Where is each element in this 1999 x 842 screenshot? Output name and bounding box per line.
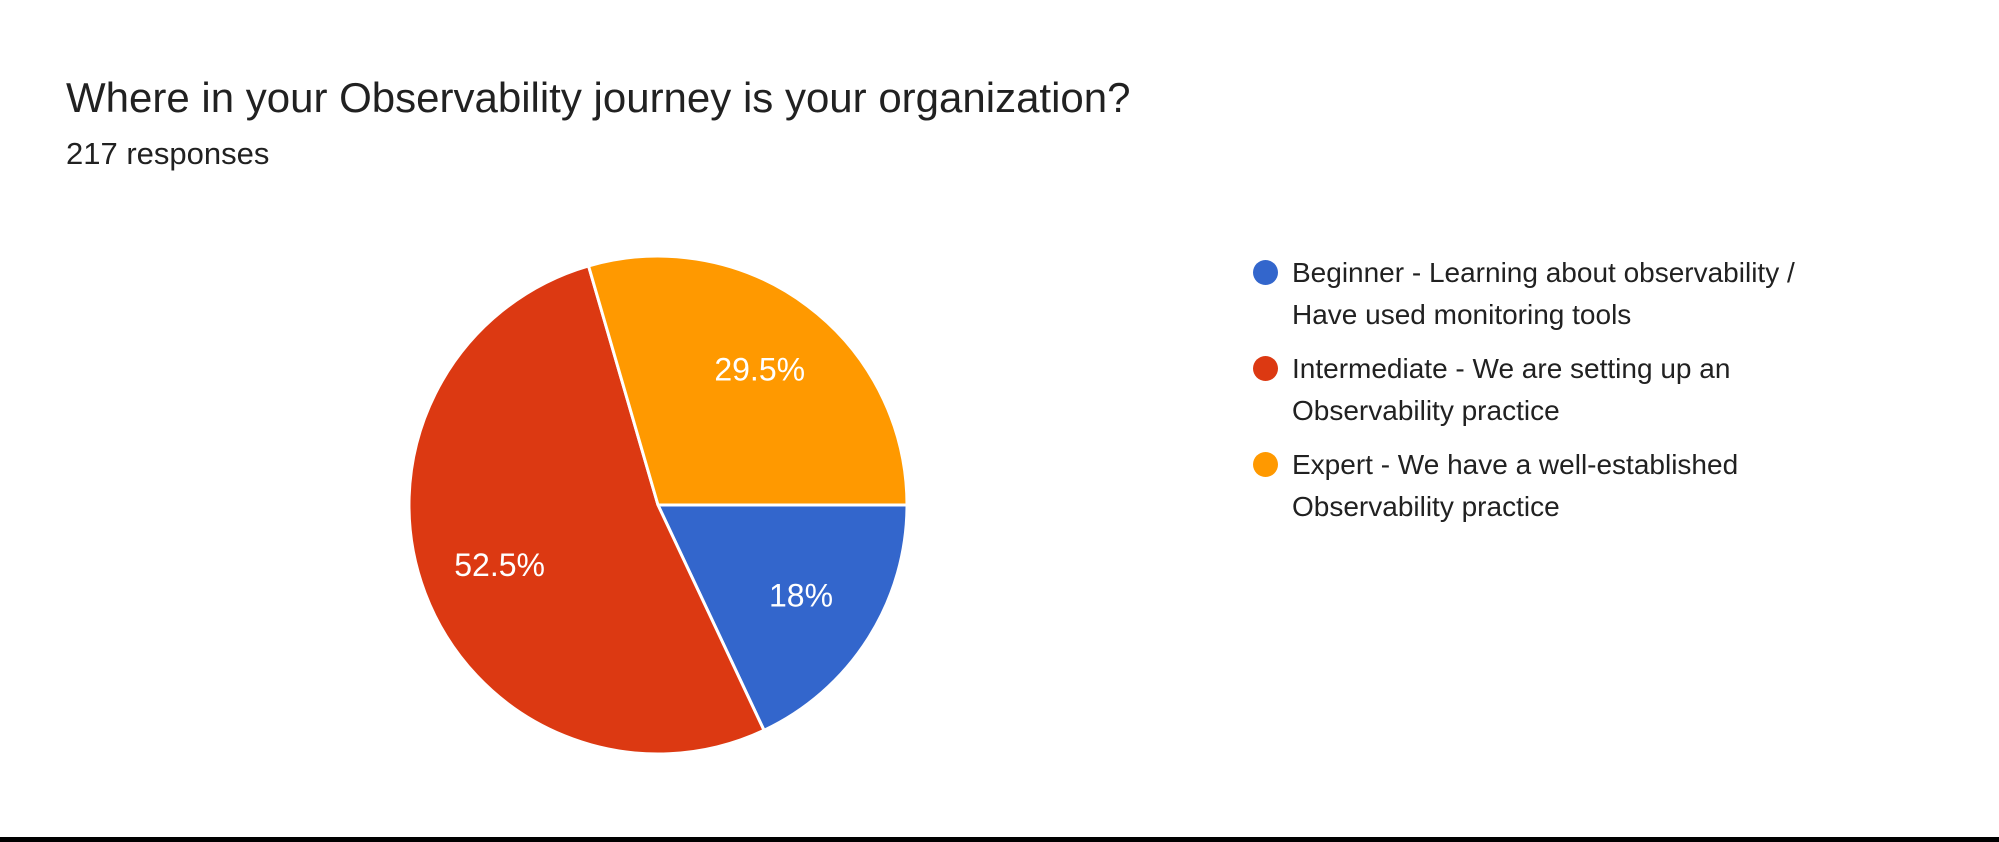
response-count: 217 responses <box>66 136 270 171</box>
legend-item-intermediate: Intermediate - We are setting up an Obse… <box>1253 348 1932 432</box>
legend-dot-expert-icon <box>1253 452 1278 477</box>
legend-item-beginner: Beginner - Learning about observability … <box>1253 252 1932 336</box>
pie-slice-percent-label-0: 18% <box>769 578 833 614</box>
legend-item-expert: Expert - We have a well-established Obse… <box>1253 444 1932 528</box>
pie-slice-0[interactable] <box>656 503 909 732</box>
legend-dot-beginner-icon <box>1253 260 1278 285</box>
pie-chart: 18% 52.5% 29.5% <box>398 245 918 765</box>
legend-label-expert: Expert - We have a well-established Obse… <box>1292 449 1739 522</box>
pie-slice-1[interactable] <box>407 264 766 756</box>
legend-label-intermediate: Intermediate - We are setting up an Obse… <box>1292 353 1731 426</box>
pie-chart-svg: 18% 52.5% 29.5% <box>407 254 909 756</box>
legend-dot-intermediate-icon <box>1253 356 1278 381</box>
pie-slice-percent-label-2: 29.5% <box>714 352 805 388</box>
chart-legend: Beginner - Learning about observability … <box>1253 252 1932 528</box>
bottom-edge-bar <box>0 837 1999 842</box>
legend-label-beginner: Beginner - Learning about observability … <box>1292 257 1795 330</box>
chart-title: Where in your Observability journey is y… <box>66 74 1131 121</box>
pie-slice-percent-label-1: 52.5% <box>454 547 545 583</box>
pie-slice-2[interactable] <box>587 254 909 507</box>
